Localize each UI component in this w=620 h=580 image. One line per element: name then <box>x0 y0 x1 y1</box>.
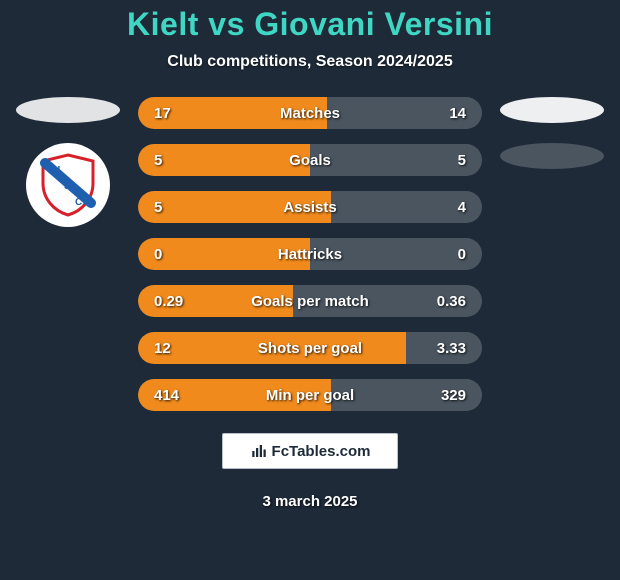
main-row: U. S. C. 17Matches14 5Goals5 5Assists4 0Hat… <box>0 97 620 411</box>
left-side-column: U. S. C. <box>6 97 130 227</box>
stat-value-right: 0 <box>416 246 466 263</box>
stats-column: 17Matches14 5Goals5 5Assists4 0Hattricks0 0.… <box>130 97 490 411</box>
page-subtitle: Club competitions, Season 2024/2025 <box>0 53 620 71</box>
page-title: Kielt vs Giovani Versini <box>0 6 620 43</box>
club-badge: U. S. C. <box>26 143 110 227</box>
stat-value-right: 0.36 <box>416 293 466 310</box>
stat-value-right: 14 <box>416 105 466 122</box>
footer-date: 3 march 2025 <box>0 493 620 510</box>
stat-value-right: 5 <box>416 152 466 169</box>
right-player-ellipse-1 <box>500 97 604 123</box>
stat-value-right: 329 <box>416 387 466 404</box>
stat-row: 0.29Goals per match0.36 <box>138 285 482 317</box>
club-shield-icon: U. S. C. <box>39 153 97 217</box>
right-player-ellipse-2 <box>500 143 604 169</box>
stat-row: 414Min per goal329 <box>138 379 482 411</box>
content-root: Kielt vs Giovani Versini Club competitio… <box>0 0 620 580</box>
attribution-text: FcTables.com <box>272 443 371 460</box>
stat-row: 5Assists4 <box>138 191 482 223</box>
right-side-column <box>490 97 614 169</box>
stat-row: 0Hattricks0 <box>138 238 482 270</box>
club-letter-u: U. <box>53 165 63 176</box>
stat-row: 17Matches14 <box>138 97 482 129</box>
club-letter-c: C. <box>75 197 85 208</box>
club-letter-s: S. <box>64 181 74 192</box>
left-player-ellipse <box>16 97 120 123</box>
stat-row: 5Goals5 <box>138 144 482 176</box>
stat-value-right: 3.33 <box>416 340 466 357</box>
chart-icon <box>250 442 268 460</box>
attribution-box[interactable]: FcTables.com <box>222 433 398 469</box>
stat-value-right: 4 <box>416 199 466 216</box>
stat-row: 12Shots per goal3.33 <box>138 332 482 364</box>
